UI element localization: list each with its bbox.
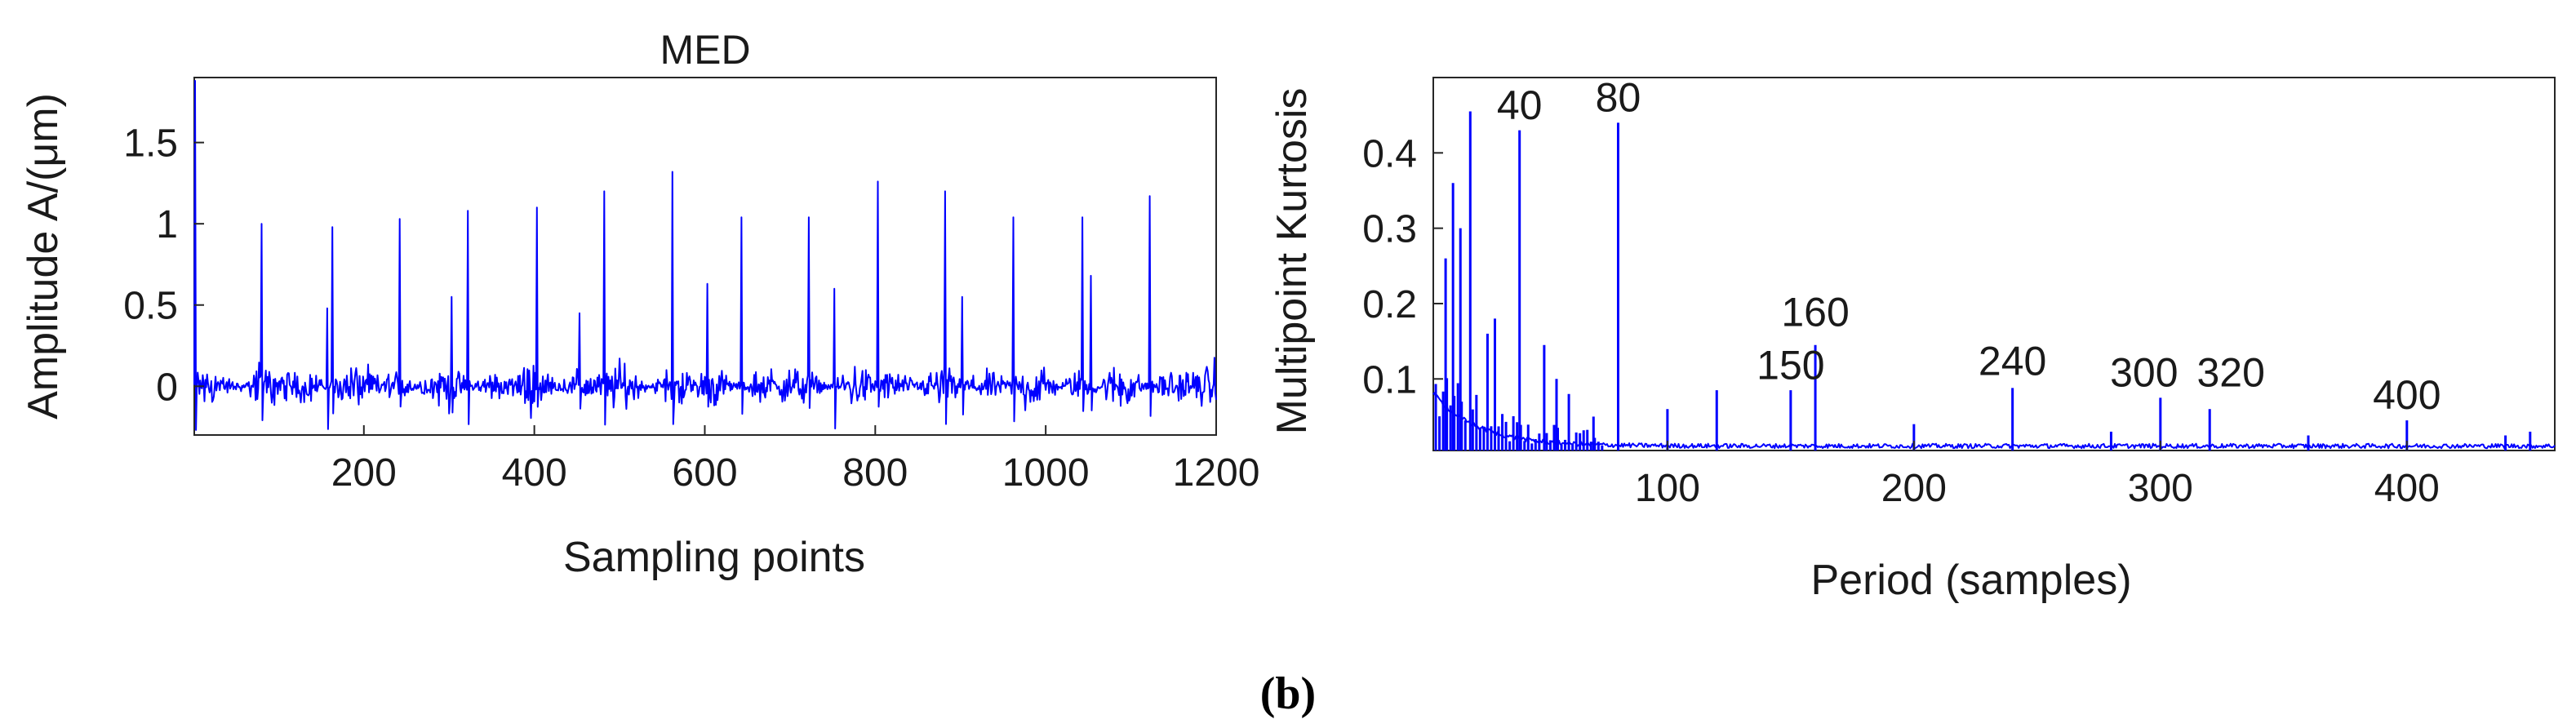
kurtosis-tick-layer: 100 200 300 400 0.1 0.2 0.3 0.4 [1362, 132, 2440, 510]
figure-caption: (b) [1260, 668, 1316, 719]
peak-annotation-320: 320 [2197, 350, 2265, 396]
peak-annotation-300: 300 [2110, 350, 2178, 396]
peak-annotation-240: 240 [1979, 339, 2046, 384]
med-x-axis-label: Sampling points [563, 534, 865, 581]
x-tick-label: 1000 [1002, 451, 1090, 495]
x-tick-label: 200 [331, 451, 397, 495]
peak-annotation-150: 150 [1757, 342, 1824, 388]
y-tick-label: 0 [156, 366, 178, 409]
x-tick-label: 600 [672, 451, 737, 495]
y-tick-label: 1 [156, 203, 178, 246]
x-tick-label: 800 [842, 451, 908, 495]
med-tick-layer: 200 400 600 800 1000 1200 0 0.5 1 1.5 [123, 122, 1259, 495]
med-panel: 200 400 600 800 1000 1200 0 0.5 1 1.5 MED Samplin… [20, 27, 1259, 581]
y-tick-label: 0.4 [1362, 132, 1417, 175]
kurtosis-baseline-line [1432, 392, 2556, 450]
x-tick-label: 1200 [1173, 451, 1260, 495]
x-tick-label: 100 [1635, 467, 1700, 510]
y-tick-label: 0.5 [123, 285, 178, 328]
x-tick-label: 200 [1881, 467, 1947, 510]
med-signal-line [193, 80, 1217, 431]
y-tick-label: 0.2 [1362, 283, 1417, 326]
peak-annotation-400: 400 [2373, 372, 2441, 418]
x-tick-label: 300 [2128, 467, 2193, 510]
kurtosis-annotation-layer: 40 80 150 160 240 300 320 400 [1497, 75, 2441, 419]
kurtosis-panel: 100 200 300 400 0.1 0.2 0.3 0.4 40 80 150 160 240 30… [1268, 75, 2556, 604]
med-y-axis-label: Amplitude A/(μm) [20, 93, 67, 419]
peak-annotation-80: 80 [1596, 75, 1641, 121]
peak-annotation-40: 40 [1497, 82, 1543, 128]
y-tick-label: 1.5 [123, 122, 178, 166]
x-tick-label: 400 [502, 451, 567, 495]
x-tick-label: 400 [2374, 467, 2440, 510]
kurtosis-y-axis-label: Multipoint Kurtosis [1268, 88, 1316, 435]
med-axes-frame [193, 77, 1217, 436]
kurtosis-axes-frame [1432, 77, 2556, 451]
peak-annotation-160: 160 [1781, 290, 1849, 335]
y-tick-label: 0.3 [1362, 208, 1417, 251]
kurtosis-signal-layer [1432, 111, 2556, 451]
med-title: MED [660, 27, 750, 73]
kurtosis-x-axis-label: Period (samples) [1810, 557, 2131, 604]
med-signal-layer [193, 80, 1217, 431]
y-tick-label: 0.1 [1362, 358, 1417, 402]
